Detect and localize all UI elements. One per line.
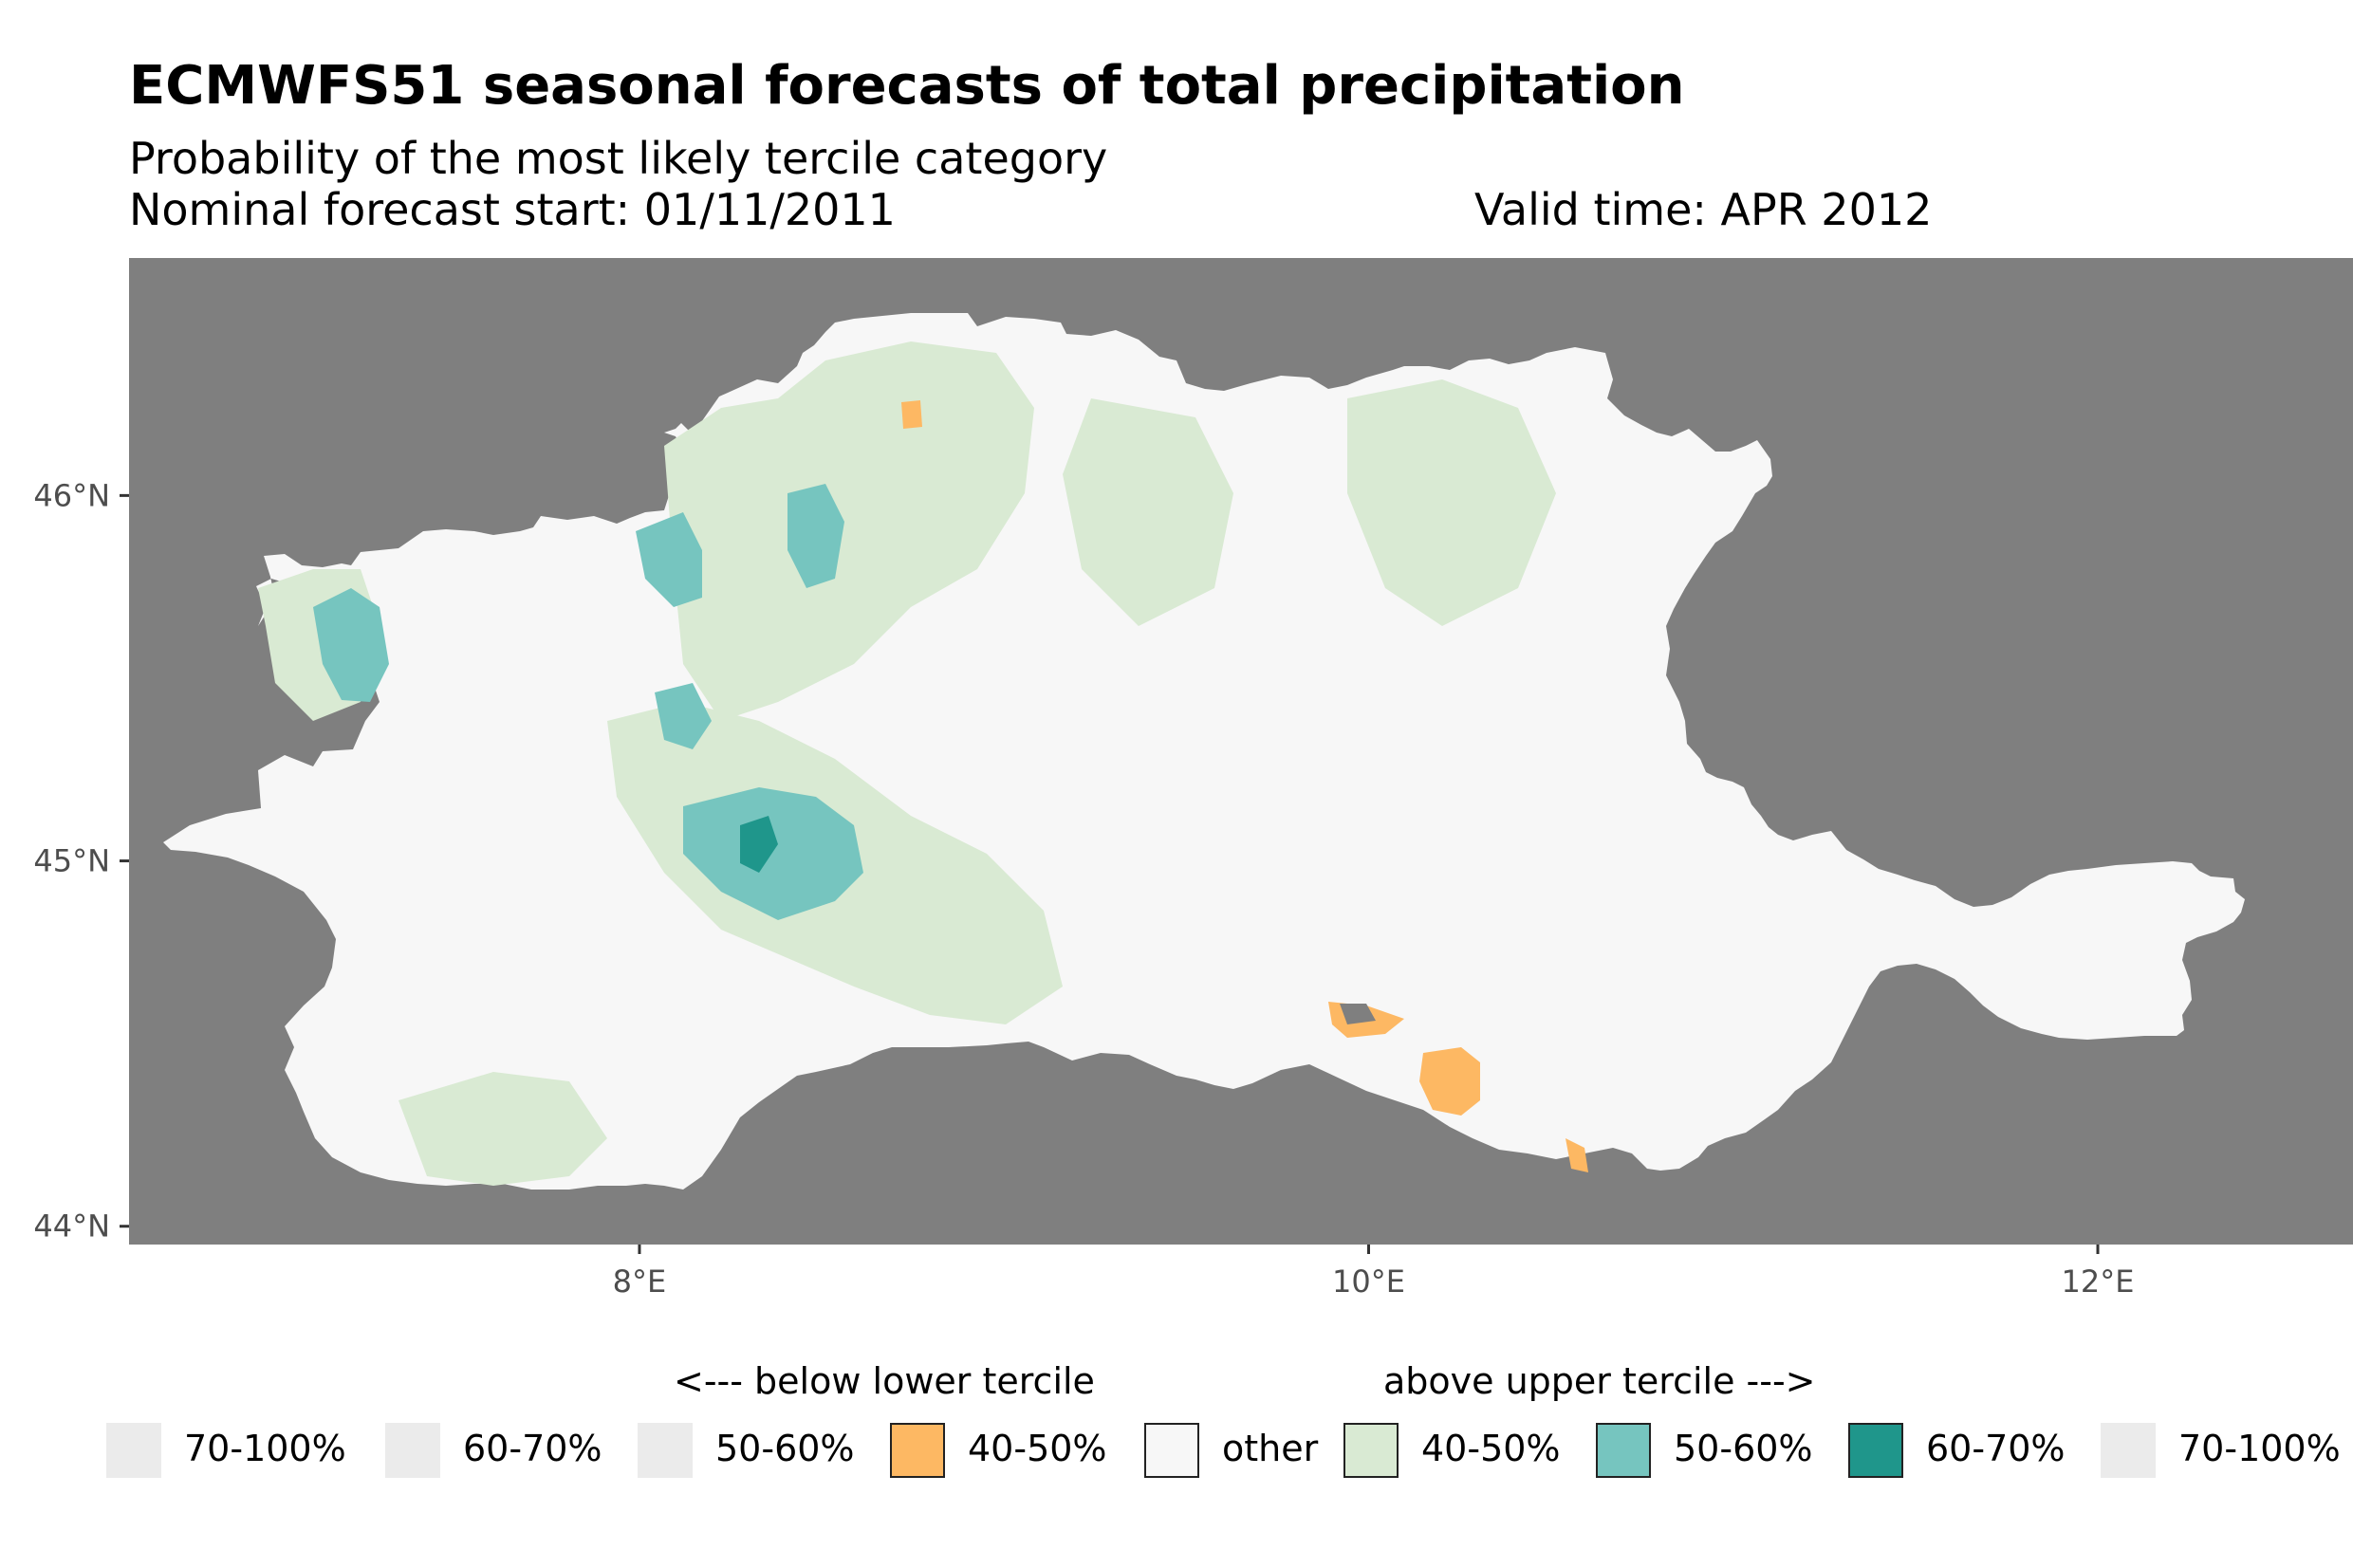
- y-tick-label: 44°N: [33, 1208, 110, 1245]
- x-tick-label: 10°E: [1332, 1264, 1405, 1300]
- x-tick-label: 12°E: [2062, 1264, 2135, 1300]
- patch-below-40-50-coast: [1566, 1138, 1588, 1172]
- legend-label: 70-100%: [184, 1428, 346, 1469]
- legend-label: 50-60%: [1674, 1428, 1813, 1469]
- x-tick-label: 8°E: [613, 1264, 667, 1300]
- patch-above-40-50-northeast: [1347, 379, 1556, 626]
- forecast-start-label: Nominal forecast start: 01/11/2011: [129, 184, 896, 235]
- legend-swatch: [1596, 1423, 1651, 1478]
- legend-label: 50-60%: [715, 1428, 855, 1469]
- patch-below-40-50-north: [901, 400, 922, 429]
- legend-swatch: [890, 1423, 945, 1478]
- legend-label: 40-50%: [1421, 1428, 1561, 1469]
- patch-masked: [1340, 1004, 1376, 1024]
- legend-swatch: [1848, 1423, 1903, 1478]
- legend-label: 60-70%: [463, 1428, 602, 1469]
- legend-swatch: [106, 1423, 161, 1478]
- patch-above-40-50-east: [1063, 398, 1233, 626]
- legend-swatch: [1144, 1423, 1199, 1478]
- patch-above-60-70: [740, 816, 778, 873]
- legend-below-label: <--- below lower tercile: [674, 1360, 1095, 1402]
- legend-label: 70-100%: [2178, 1428, 2341, 1469]
- legend-swatch: [638, 1423, 693, 1478]
- x-axis: 8°E 10°E 12°E: [613, 1245, 2135, 1300]
- map-subtitle: Probability of the most likely tercile c…: [129, 133, 1108, 184]
- patch-above-40-50-north: [664, 341, 1034, 721]
- y-axis: 46°N 45°N 44°N: [33, 477, 129, 1245]
- legend-label: 40-50%: [968, 1428, 1107, 1469]
- map-title: ECMWFS51 seasonal forecasts of total pre…: [129, 55, 1685, 117]
- patch-above-50-60-east: [787, 484, 844, 588]
- y-tick-label: 45°N: [33, 843, 110, 879]
- legend-label: other: [1222, 1428, 1319, 1469]
- patch-above-50-60-valley: [683, 787, 863, 920]
- patch-above-50-60-small: [655, 683, 712, 749]
- legend-above-label: above upper tercile --->: [1383, 1360, 1816, 1402]
- patch-below-40-50-south: [1419, 1047, 1480, 1116]
- legend-swatch: [2101, 1423, 2156, 1478]
- valid-time-label: Valid time: APR 2012: [1474, 184, 1933, 235]
- legend-label: 60-70%: [1926, 1428, 2066, 1469]
- patch-above-50-60-north: [636, 512, 702, 607]
- patch-above-50-60-northwest: [313, 588, 389, 702]
- y-tick-label: 46°N: [33, 477, 110, 513]
- legend-swatch: [1343, 1423, 1399, 1478]
- forecast-patches: [258, 341, 1588, 1186]
- patch-above-40-50-south: [398, 1072, 607, 1186]
- legend-swatch: [385, 1423, 440, 1478]
